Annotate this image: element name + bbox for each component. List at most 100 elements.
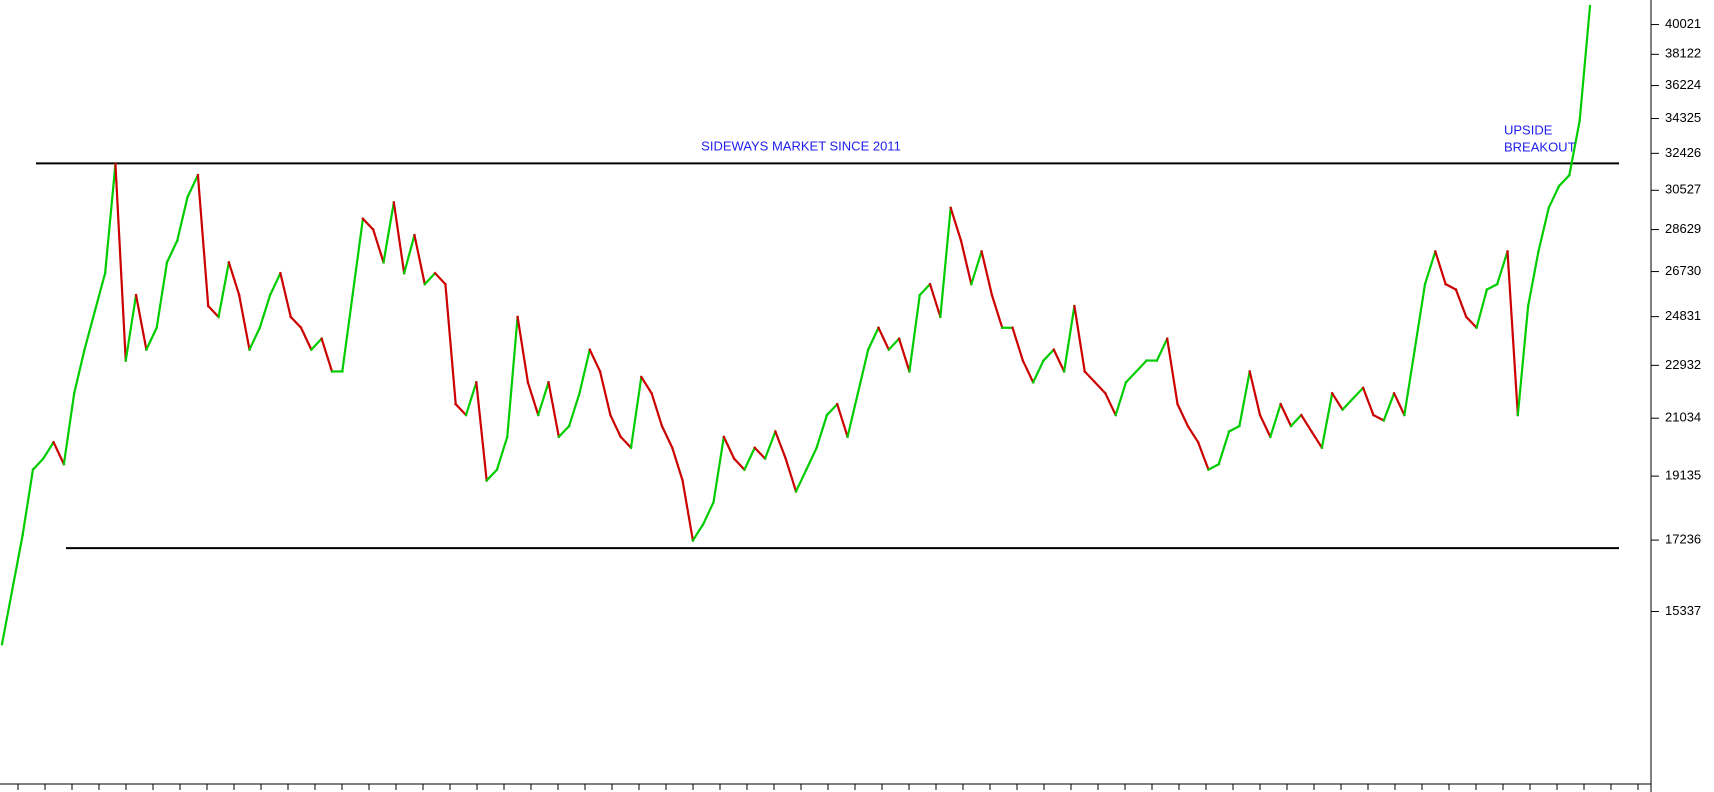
price-segment — [547, 381, 561, 439]
price-segment — [567, 391, 581, 428]
price-segment — [1062, 304, 1076, 373]
price-segment — [444, 282, 457, 406]
price-segment — [1340, 397, 1355, 412]
price-segment — [660, 424, 674, 450]
price-segment — [186, 173, 200, 199]
price-segment — [1021, 359, 1035, 384]
price-segment — [784, 457, 798, 493]
y-tick-label: 40021 — [1665, 16, 1701, 31]
price-segment — [1382, 391, 1396, 422]
price-segment — [650, 391, 664, 428]
price-segment — [11, 533, 24, 591]
price-segment — [1413, 282, 1427, 351]
price-segment — [217, 261, 231, 319]
price-segment — [1114, 380, 1128, 417]
price-segment — [1289, 413, 1303, 428]
y-tick-label: 38122 — [1665, 46, 1701, 61]
price-segment — [433, 271, 447, 286]
price-segment — [62, 392, 76, 466]
y-tick-label: 24831 — [1665, 308, 1701, 323]
price-segment — [1217, 430, 1231, 466]
price-segment — [763, 430, 777, 461]
price-segment — [918, 282, 932, 297]
price-segment — [1227, 424, 1241, 433]
price-segment — [1134, 359, 1149, 374]
price-segment — [134, 293, 148, 351]
price-segment — [681, 479, 695, 542]
price-segment — [701, 500, 715, 526]
price-segment — [578, 348, 592, 395]
price-segment — [206, 304, 221, 319]
price-segment — [464, 380, 478, 417]
price-segment — [969, 250, 983, 286]
price-segment — [392, 201, 406, 275]
price-segment — [1464, 315, 1479, 330]
y-tick-label: 19135 — [1665, 468, 1701, 483]
price-segment — [990, 293, 1004, 330]
price-segment — [1423, 250, 1437, 286]
price-segment — [753, 446, 767, 461]
price-segment — [1392, 391, 1406, 417]
price-segment — [227, 261, 241, 297]
price-segment — [959, 239, 973, 286]
price-segment — [41, 440, 56, 461]
price-segment — [908, 293, 921, 373]
price-segment — [949, 206, 963, 242]
price-segment — [165, 239, 179, 264]
price-segment — [608, 413, 623, 439]
price-segment — [629, 375, 643, 449]
price-segment — [1238, 370, 1251, 428]
price-segment — [825, 402, 839, 417]
price-segment — [124, 293, 138, 362]
price-segment — [1361, 386, 1375, 417]
price-segment — [0, 588, 14, 646]
price-segment — [619, 435, 633, 450]
price-segment — [1103, 391, 1118, 417]
price-segment — [279, 271, 293, 319]
price-segment — [1073, 304, 1086, 373]
price-segment — [639, 375, 654, 395]
y-tick-label: 28629 — [1665, 221, 1701, 236]
price-segment — [1526, 250, 1540, 308]
price-segment — [722, 435, 736, 461]
price-segment — [83, 310, 97, 351]
price-segment — [289, 315, 303, 330]
price-segment — [93, 271, 107, 313]
y-tick-label: 26730 — [1665, 263, 1701, 278]
price-segment — [268, 271, 282, 297]
price-segment — [1537, 206, 1551, 253]
price-segment — [196, 173, 210, 308]
price-segment — [31, 457, 45, 472]
price-segment — [454, 402, 468, 417]
price-segment — [1506, 250, 1519, 417]
price-segment — [144, 326, 159, 352]
price-segment — [877, 326, 891, 352]
price-segment — [1578, 4, 1592, 122]
annotation: UPSIDE — [1504, 122, 1553, 137]
price-segment — [103, 162, 117, 275]
price-segment — [402, 233, 416, 275]
price-segment — [1279, 402, 1293, 428]
price-segment — [846, 392, 860, 439]
price-segment — [1052, 348, 1066, 373]
price-segment — [897, 337, 911, 373]
price-segment — [413, 233, 427, 286]
price-segment — [155, 261, 169, 330]
price-segment — [1031, 359, 1045, 384]
price-segment — [804, 446, 819, 472]
y-tick-label: 17236 — [1665, 532, 1701, 547]
annotation: BREAKOUT — [1504, 139, 1576, 154]
price-segment — [1330, 391, 1345, 412]
price-segment — [1310, 429, 1324, 450]
price-segment — [1454, 288, 1468, 319]
price-segment — [114, 163, 127, 362]
price-segment — [598, 370, 612, 417]
price-segment — [341, 293, 354, 373]
y-tick-label: 34325 — [1665, 110, 1701, 125]
price-segment — [939, 206, 952, 319]
price-segment — [1557, 173, 1571, 188]
price-segment — [21, 468, 35, 537]
price-segment — [1248, 370, 1262, 417]
